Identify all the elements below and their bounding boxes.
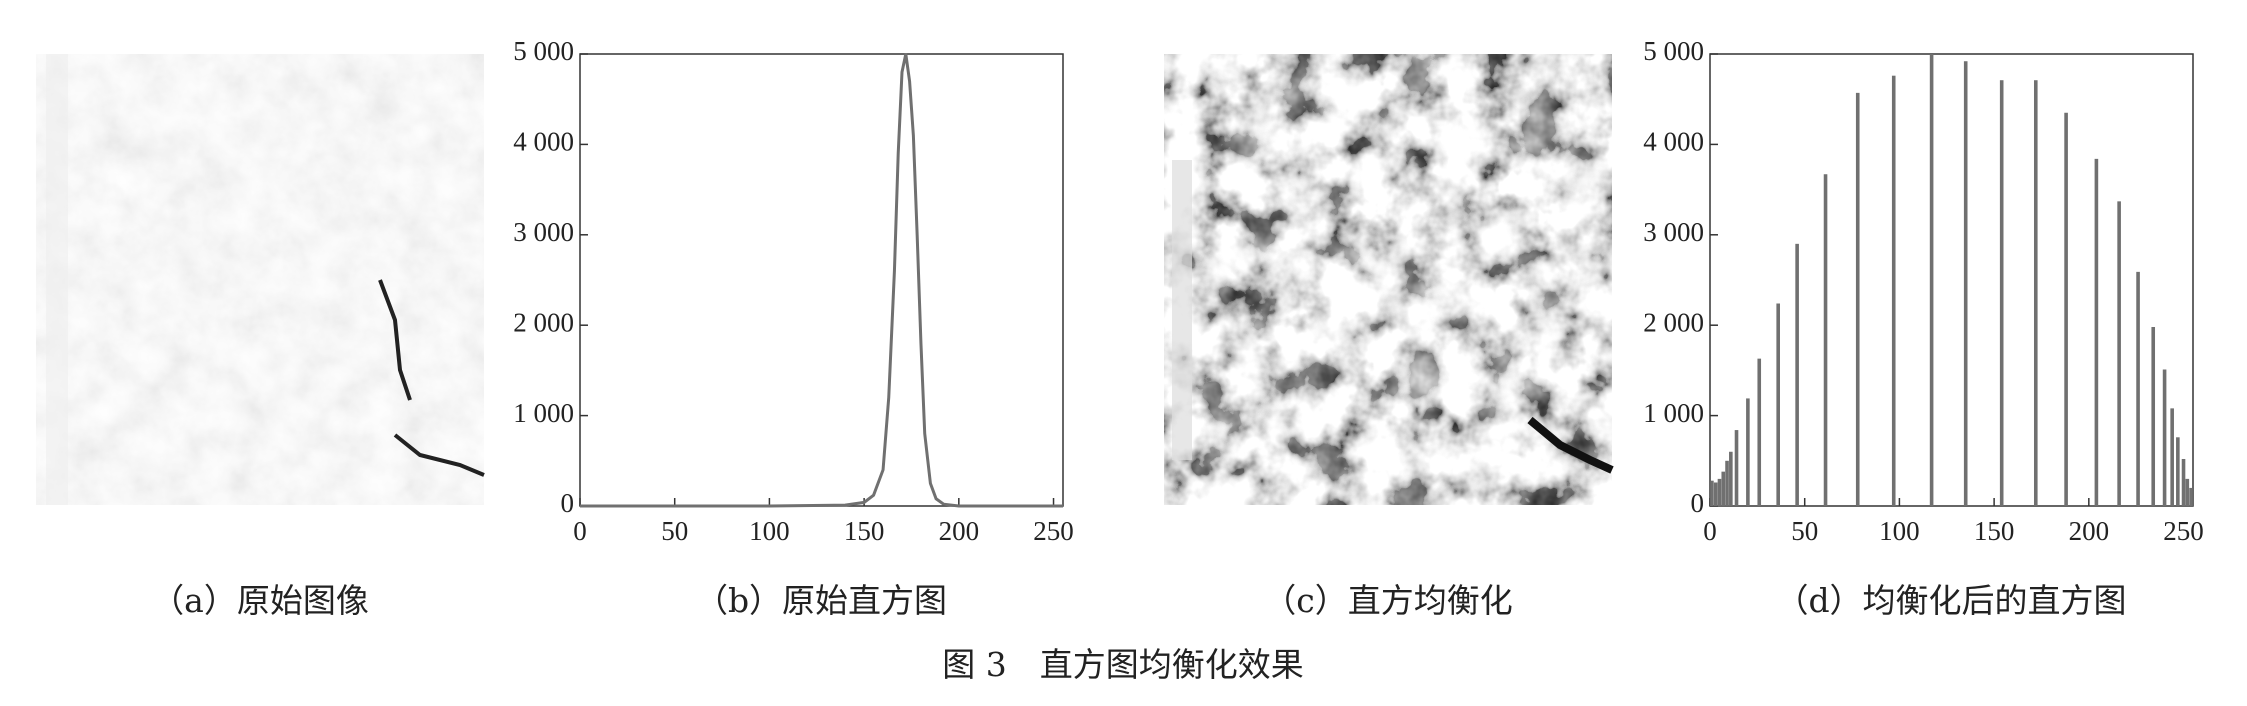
histogram-bar (2064, 112, 2068, 506)
y-tick-label: 1 000 (513, 398, 574, 428)
figure-caption: 图 3 直方图均衡化效果 (942, 645, 1304, 684)
histogram-bar (2117, 201, 2121, 507)
panel-caption: （d）均衡化后的直方图 (1775, 581, 2126, 620)
plot-frame (579, 53, 1064, 507)
panel-caption: （c）直方均衡化 (1263, 581, 1512, 620)
histogram-bar (1776, 303, 1780, 506)
histogram-bar (2170, 408, 2174, 506)
y-tick-label: 0 (561, 488, 575, 518)
histogram-bar (1746, 398, 1750, 506)
histogram-bar (1963, 61, 1968, 507)
x-tick-label: 100 (1879, 516, 1920, 546)
y-tick-label: 5 000 (513, 36, 574, 66)
histogram-bar (2162, 369, 2167, 506)
y-tick-label: 2 000 (1643, 307, 1704, 337)
panel-caption: （a）原始图像 (151, 581, 369, 620)
histogram-bar (1717, 478, 1722, 506)
y-tick-label: 0 (1691, 488, 1705, 518)
histogram-bar (1721, 471, 1726, 506)
histogram-bar (1734, 430, 1739, 506)
histogram-bar (1710, 480, 1714, 506)
panel-caption: （b）原始直方图 (695, 581, 947, 620)
y-tick-label: 5 000 (1643, 36, 1704, 66)
x-tick-label: 250 (2163, 516, 2204, 546)
histogram-bar (1855, 92, 1860, 506)
y-tick-label: 3 000 (1643, 217, 1704, 247)
histogram-bar (2094, 158, 2099, 506)
histogram-bar (1929, 54, 1934, 506)
x-tick-label: 0 (1703, 516, 1717, 546)
x-tick-label: 200 (939, 516, 980, 546)
histogram-bar (1891, 75, 1896, 507)
y-tick-label: 3 000 (513, 217, 574, 247)
histogram-bar (1795, 243, 1799, 506)
x-tick-label: 200 (2069, 516, 2110, 546)
histogram-bar (2185, 478, 2190, 506)
x-tick-label: 150 (1974, 516, 2015, 546)
x-tick-label: 50 (661, 516, 688, 546)
histogram-bar (1729, 451, 1733, 506)
histogram-line (580, 53, 1063, 508)
image-a (36, 54, 485, 505)
histogram-bar (2181, 458, 2186, 506)
image-c (1164, 54, 1614, 505)
y-tick-label: 4 000 (513, 127, 574, 157)
x-tick-label: 0 (573, 516, 587, 546)
histogram-bar (2189, 487, 2193, 506)
x-tick-label: 50 (1791, 516, 1818, 546)
x-tick-label: 100 (749, 516, 790, 546)
histogram-bar (2136, 271, 2140, 506)
histogram-bar (1757, 358, 1762, 506)
plot-frame (1709, 53, 2194, 507)
histogram-bar (1713, 482, 1718, 506)
x-tick-label: 150 (844, 516, 885, 546)
histogram-bar (2033, 80, 2038, 506)
histogram-bar (1999, 80, 2004, 506)
y-tick-label: 2 000 (513, 307, 574, 337)
histogram-bar (2176, 437, 2180, 506)
y-tick-label: 4 000 (1643, 127, 1704, 157)
y-tick-label: 1 000 (1643, 398, 1704, 428)
histogram-bar (2151, 327, 2156, 506)
histogram-bar (1725, 460, 1729, 506)
histogram-bar (1823, 174, 1828, 506)
x-tick-label: 250 (1033, 516, 1074, 546)
